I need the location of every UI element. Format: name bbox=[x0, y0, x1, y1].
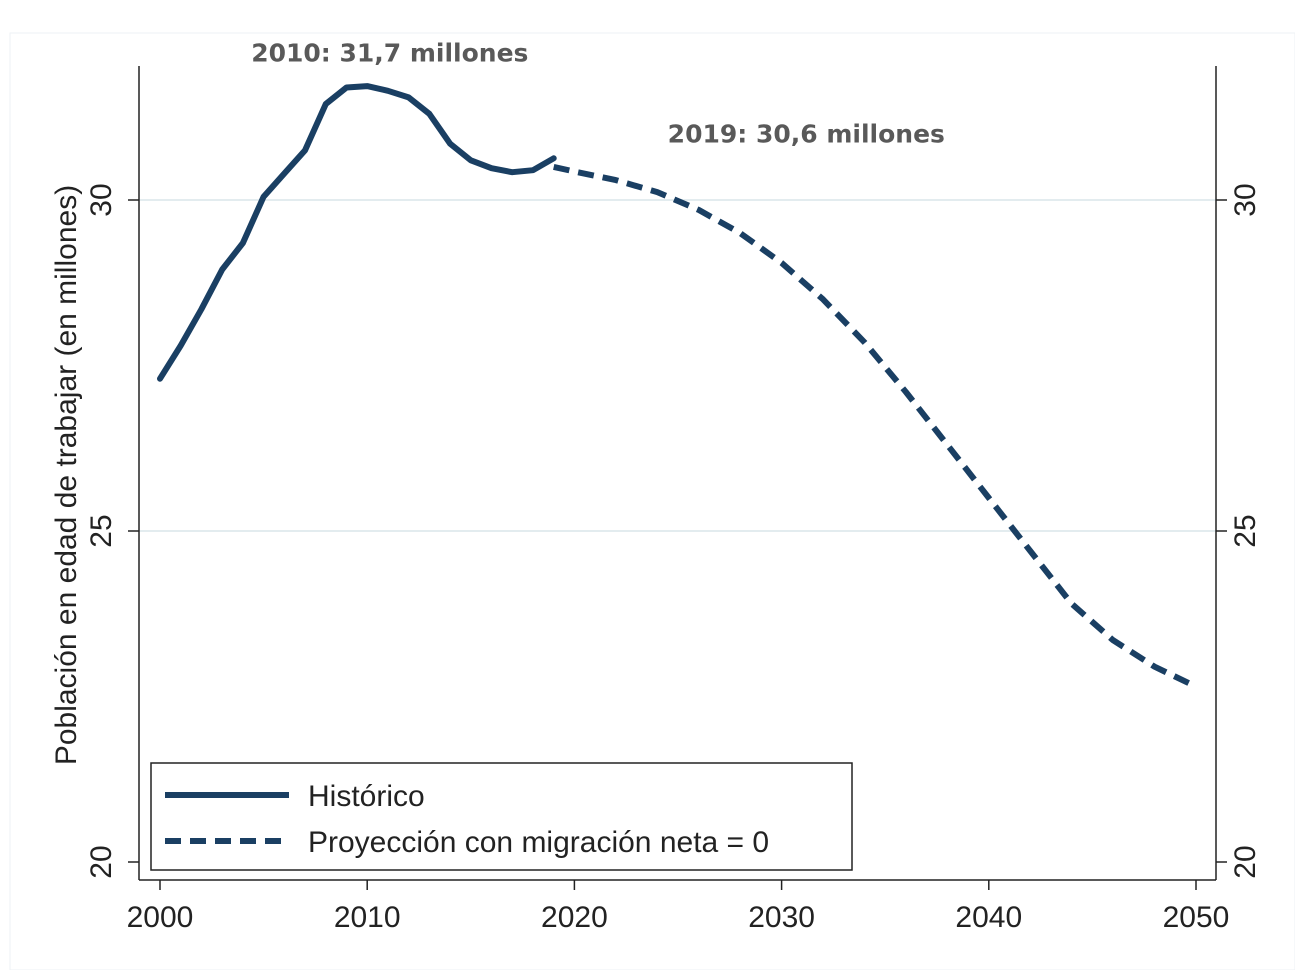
annotations: 2010: 31,7 millones 2019: 30,6 millones bbox=[251, 38, 945, 148]
y-tick-label-left-25: 25 bbox=[85, 514, 118, 547]
x-tick-label-2000: 2000 bbox=[127, 901, 194, 934]
y-tick-label-right-25: 25 bbox=[1229, 514, 1262, 547]
x-tick-label-2050: 2050 bbox=[1163, 901, 1230, 934]
y-tick-label-right-30: 30 bbox=[1229, 183, 1262, 216]
legend-box bbox=[150, 762, 853, 871]
legend-label-proyeccion: Proyección con migración neta = 0 bbox=[308, 826, 769, 859]
y-tick-label-left-30: 30 bbox=[85, 183, 118, 216]
series-line-historico bbox=[157, 83, 557, 382]
legend-label-historico: Histórico bbox=[308, 780, 425, 813]
annotation-2019: 2019: 30,6 millones bbox=[668, 119, 945, 148]
grid-lines bbox=[139, 199, 1216, 532]
series-line-proyeccion bbox=[553, 163, 1198, 690]
x-tick-label-2040: 2040 bbox=[955, 901, 1022, 934]
plot-frame bbox=[9, 32, 1295, 970]
x-tick-label-2030: 2030 bbox=[748, 901, 815, 934]
y-tick-label-right-20: 20 bbox=[1229, 845, 1262, 878]
y-tick-label-left-20: 20 bbox=[85, 845, 118, 878]
y-axis-title: Población en edad de trabajar (en millon… bbox=[50, 185, 83, 765]
legend: Histórico Proyección con migración neta … bbox=[150, 762, 853, 871]
annotation-2010: 2010: 31,7 millones bbox=[251, 38, 528, 67]
series-lines bbox=[157, 83, 1198, 690]
x-tick-label-2010: 2010 bbox=[334, 901, 401, 934]
x-tick-label-2020: 2020 bbox=[541, 901, 608, 934]
